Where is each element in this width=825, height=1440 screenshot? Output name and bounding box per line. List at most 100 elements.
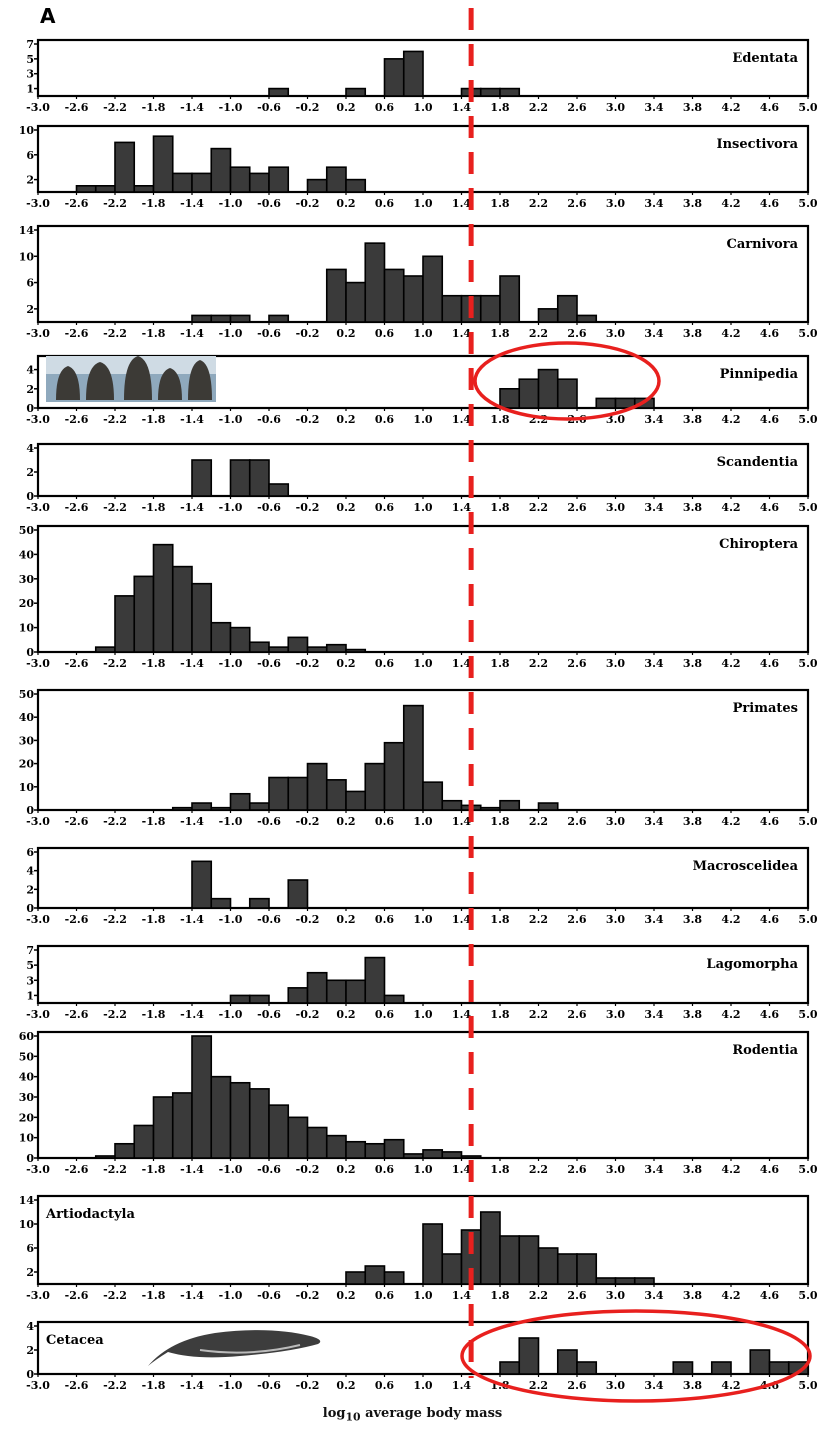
x-tick-label: 2.2: [529, 657, 548, 670]
x-tick-label: 0.2: [336, 815, 355, 828]
x-tick-label: 1.0: [413, 197, 432, 210]
x-tick-label: -1.0: [219, 101, 243, 114]
x-tick-label: -2.2: [103, 1289, 127, 1302]
x-tick-label: 5.0: [798, 913, 817, 926]
bar: [133, 575, 155, 653]
x-tick-label: 1.8: [490, 413, 509, 426]
x-tick-label: -0.6: [257, 101, 281, 114]
y-tick-label: 0: [26, 902, 34, 915]
x-tick-label: -1.4: [180, 1163, 204, 1176]
x-tick-label: 2.6: [567, 327, 586, 340]
x-tick-label: -0.2: [296, 413, 320, 426]
x-tick-label: 1.8: [490, 501, 509, 514]
bar: [556, 1253, 578, 1285]
x-tick-label: 4.2: [721, 327, 740, 340]
bar: [229, 994, 251, 1004]
x-tick-label: 3.8: [683, 1163, 702, 1176]
x-tick-label: -2.2: [103, 1163, 127, 1176]
bar: [191, 459, 213, 497]
bar: [268, 776, 290, 811]
x-tick-label: 2.6: [567, 197, 586, 210]
x-tick-label: -2.6: [65, 413, 89, 426]
panel-macroscelidea: 0 2 4 6 -3.0 -2.6 -2.2 -1.8 -1.4 -1.0 -0.6 -0.2 0.2 0…: [26, 846, 818, 926]
x-tick-label: 1.8: [490, 101, 509, 114]
bar: [325, 166, 347, 193]
x-tick-label: -1.0: [219, 913, 243, 926]
x-tick-label: -1.8: [142, 815, 166, 828]
panel-rodentia: 0 10 20 30 40 50 60 -3.0 -2.6 -2.2 -1.8 -1.4 -1.0 -0.…: [19, 1030, 818, 1176]
bar: [248, 802, 270, 811]
x-tick-label: 0.6: [375, 101, 394, 114]
x-tick-label: 3.4: [644, 413, 663, 426]
x-tick-label: -0.6: [257, 501, 281, 514]
bar: [114, 595, 136, 653]
bar: [325, 1134, 347, 1159]
x-tick-label: 3.8: [683, 197, 702, 210]
x-tick-label: -1.8: [142, 657, 166, 670]
x-axis-label: log10 average body mass: [0, 1406, 825, 1424]
y-tick-label: 2: [26, 383, 34, 396]
x-tick-label: 3.8: [683, 101, 702, 114]
x-tick-label: 3.0: [606, 1163, 625, 1176]
bar: [325, 779, 347, 811]
panel-frame: [36, 944, 810, 1005]
x-tick-label: 3.4: [644, 657, 663, 670]
panel-artiodactyla: 2 6 10 14 -3.0 -2.6 -2.2 -1.8 -1.4 -1.0 -0.6 -0.2 0.…: [19, 1194, 818, 1302]
panel-title: Cetacea: [46, 1333, 104, 1348]
x-tick-label: 1.0: [413, 1163, 432, 1176]
bar: [518, 378, 540, 409]
x-tick-label: 3.4: [644, 1008, 663, 1021]
x-tick-label: -2.2: [103, 1008, 127, 1021]
y-tick-label: 0: [26, 804, 34, 817]
x-tick-label: 0.6: [375, 815, 394, 828]
bar: [556, 378, 578, 409]
bar: [595, 1277, 617, 1285]
x-tick-label: 0.6: [375, 413, 394, 426]
y-tick-label: 5: [26, 959, 34, 972]
bar: [248, 994, 270, 1004]
bar: [441, 799, 463, 811]
x-tick-label: -2.2: [103, 815, 127, 828]
y-tick-label: 7: [26, 944, 34, 957]
y-tick-label: 3: [26, 974, 34, 987]
panel-scandentia: 0 2 4 -3.0 -2.6 -2.2 -1.8 -1.4 -1.0 -0.6 -0.2 0.2 0.…: [26, 442, 818, 514]
y-tick-label: 10: [19, 622, 35, 635]
x-tick-label: 1.0: [413, 413, 432, 426]
y-tick-label: 0: [26, 402, 34, 415]
bar: [287, 879, 309, 909]
x-tick-label: 0.6: [375, 913, 394, 926]
x-tick-label: -1.8: [142, 197, 166, 210]
x-tick-label: 3.4: [644, 913, 663, 926]
x-tick-label: -2.6: [65, 1163, 89, 1176]
x-tick-label: -3.0: [26, 1289, 50, 1302]
x-tick-label: -3.0: [26, 657, 50, 670]
x-tick-label: 2.2: [529, 327, 548, 340]
x-tick-label: 5.0: [798, 657, 817, 670]
bar: [441, 1253, 463, 1285]
x-tick-label: 5.0: [798, 327, 817, 340]
x-tick-label: -1.4: [180, 657, 204, 670]
bar: [229, 1081, 251, 1159]
x-tick-label: 3.0: [606, 1289, 625, 1302]
x-tick-label: -1.8: [142, 101, 166, 114]
bar: [422, 255, 444, 323]
panel-title: Scandentia: [717, 455, 799, 470]
y-tick-label: 6: [26, 149, 34, 162]
x-tick-label: -0.6: [257, 1379, 281, 1392]
x-tick-label: 1.4: [452, 1379, 471, 1392]
x-tick-label: 2.2: [529, 1289, 548, 1302]
x-tick-label: -1.8: [142, 1379, 166, 1392]
bar: [94, 1155, 116, 1159]
panel-title: Lagomorpha: [706, 957, 798, 972]
y-tick-label: 4: [26, 865, 34, 878]
x-tick-label: 1.8: [490, 913, 509, 926]
x-tick-label: 1.0: [413, 815, 432, 828]
x-tick-label: -0.2: [296, 1008, 320, 1021]
x-tick-label: 3.8: [683, 501, 702, 514]
x-tick-label: -0.2: [296, 1289, 320, 1302]
x-tick-label: -2.2: [103, 657, 127, 670]
x-tick-label: -3.0: [26, 501, 50, 514]
panel-title: Artiodactyla: [45, 1207, 135, 1222]
x-tick-label: 3.4: [644, 1379, 663, 1392]
y-tick-label: 50: [19, 524, 35, 537]
